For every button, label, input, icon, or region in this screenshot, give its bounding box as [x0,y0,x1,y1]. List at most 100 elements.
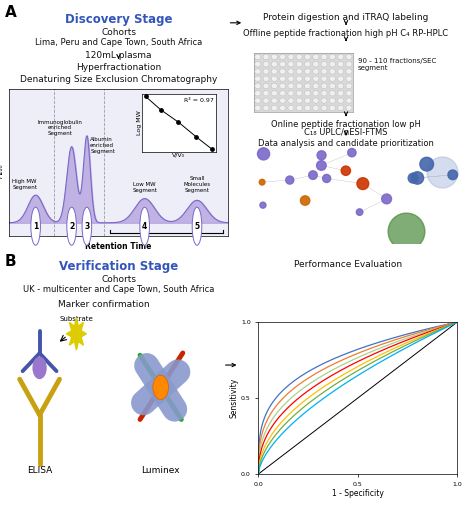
Point [175,118,182,126]
Circle shape [271,105,277,111]
Circle shape [329,84,336,89]
Circle shape [329,98,336,103]
Text: Verification Stage: Verification Stage [59,260,178,273]
Circle shape [271,54,277,59]
Circle shape [31,207,40,245]
Circle shape [280,76,286,81]
Circle shape [280,69,286,74]
Circle shape [337,69,344,74]
Circle shape [337,54,344,59]
Circle shape [329,91,336,96]
Point [423,160,430,168]
Circle shape [255,91,261,96]
Circle shape [304,84,310,89]
Point [323,174,330,183]
Circle shape [255,84,261,89]
Circle shape [313,98,319,103]
Circle shape [296,69,302,74]
Circle shape [337,98,344,103]
Circle shape [271,61,277,67]
Circle shape [304,98,310,103]
Circle shape [280,84,286,89]
Circle shape [329,61,336,67]
Point [259,201,267,209]
Text: Protein digestion and iTRAQ labeling: Protein digestion and iTRAQ labeling [264,13,428,22]
Circle shape [337,61,344,67]
Circle shape [296,84,302,89]
Circle shape [263,105,269,111]
Text: Online peptide fractionation low pH: Online peptide fractionation low pH [271,120,421,129]
Point [286,176,293,184]
Point [258,178,266,186]
Text: Data analysis and candidate prioritization: Data analysis and candidate prioritizati… [258,139,434,149]
Circle shape [296,54,302,59]
Circle shape [329,54,336,59]
Circle shape [271,84,277,89]
Circle shape [296,91,302,96]
Point [410,174,417,182]
Circle shape [255,61,261,67]
X-axis label: 1 - Specificity: 1 - Specificity [332,489,384,498]
Text: Cohorts: Cohorts [101,275,136,284]
Text: Performance Evaluation: Performance Evaluation [294,260,402,269]
Circle shape [288,61,294,67]
Circle shape [153,375,168,400]
Point [359,179,366,188]
Circle shape [346,91,352,96]
Circle shape [255,98,261,103]
Y-axis label: Sensitivity: Sensitivity [229,378,238,418]
Text: High MW
Segment: High MW Segment [12,179,37,190]
Circle shape [263,91,269,96]
Text: Immunoglobulin
enriched
Segment: Immunoglobulin enriched Segment [37,120,82,136]
Point [342,167,350,175]
Circle shape [82,207,91,245]
Circle shape [321,61,327,67]
Text: R² = 0.97: R² = 0.97 [183,98,213,103]
Circle shape [296,98,302,103]
Circle shape [296,76,302,81]
Text: Albumin
enriched
Segment: Albumin enriched Segment [90,137,115,154]
Text: A: A [5,5,17,20]
Circle shape [313,91,319,96]
Point [318,161,325,169]
Circle shape [255,69,261,74]
Circle shape [321,76,327,81]
Circle shape [329,105,336,111]
Circle shape [346,84,352,89]
Text: Small
Molecules
Segment: Small Molecules Segment [183,176,210,193]
Y-axis label: Log MW: Log MW [137,111,142,135]
Text: Retention Time: Retention Time [85,242,152,251]
Circle shape [263,76,269,81]
Circle shape [346,61,352,67]
Circle shape [304,105,310,111]
Circle shape [280,105,286,111]
Text: UK - multicenter and Cape Town, South Africa: UK - multicenter and Cape Town, South Af… [23,285,214,294]
Point [348,149,356,157]
Point [356,208,364,216]
Circle shape [288,84,294,89]
Circle shape [255,54,261,59]
Circle shape [288,69,294,74]
Circle shape [192,207,202,245]
Circle shape [313,61,319,67]
Text: 5: 5 [194,222,200,231]
Text: B: B [5,254,17,269]
Circle shape [255,76,261,81]
Point [209,146,216,154]
Text: Low MW
Segment: Low MW Segment [132,182,157,193]
Circle shape [288,98,294,103]
Circle shape [296,105,302,111]
Text: 90 - 110 fractions/SEC
segment: 90 - 110 fractions/SEC segment [358,58,436,71]
Point [192,133,200,141]
Circle shape [313,105,319,111]
Circle shape [304,91,310,96]
Circle shape [271,76,277,81]
Text: 2: 2 [69,222,74,231]
Circle shape [321,91,327,96]
Circle shape [321,69,327,74]
Circle shape [288,76,294,81]
Circle shape [263,61,269,67]
Circle shape [337,105,344,111]
Text: Substrate: Substrate [60,316,93,322]
Circle shape [337,91,344,96]
